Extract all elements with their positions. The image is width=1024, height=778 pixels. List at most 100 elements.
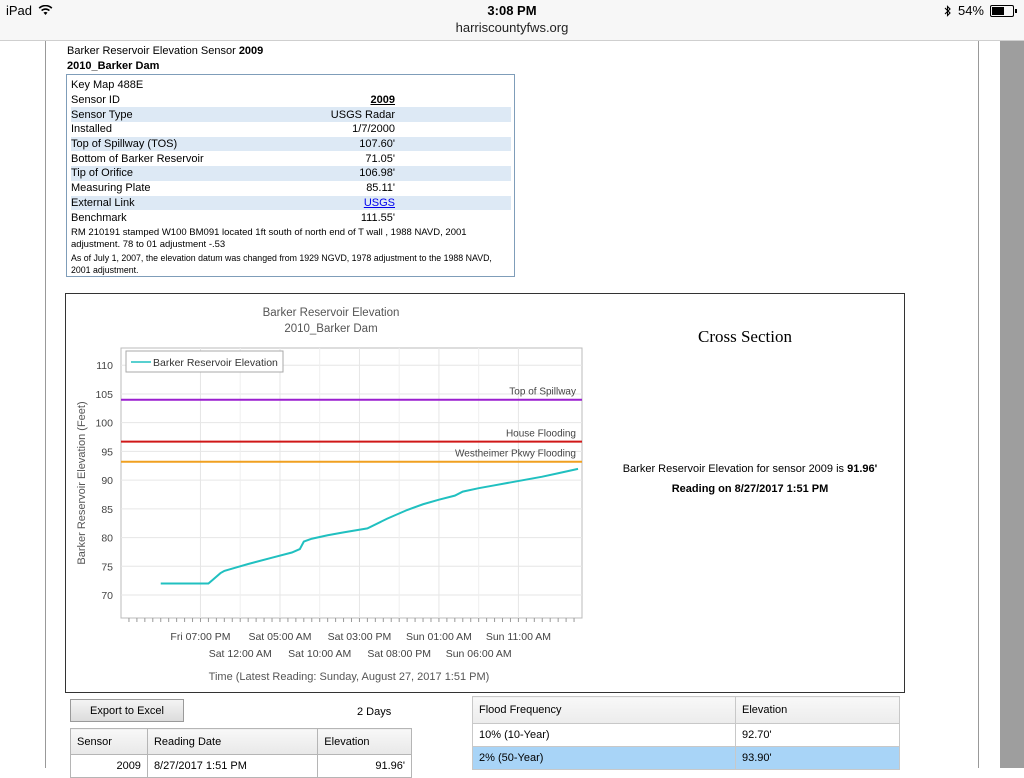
y-tick-label: 85 (101, 504, 113, 516)
key-map-text: Key Map 488E (71, 79, 144, 92)
reference-line-label: House Flooding (506, 429, 576, 440)
bluetooth-icon (944, 4, 951, 17)
cell-date: 8/27/2017 1:51 PM (146, 754, 319, 778)
wifi-icon (38, 5, 53, 15)
y-tick-labels: 70 75 80 85 90 95 100 105 110 (95, 360, 113, 602)
info-row-bottom-of-reservoir: Bottom of Barker Reservoir 71.05' (71, 151, 511, 166)
y-tick-label: 100 (95, 418, 113, 430)
info-label: Top of Spillway (TOS) (71, 138, 178, 151)
url-bar[interactable]: harriscountyfws.org (455, 20, 569, 35)
info-value: 107.60' (359, 138, 395, 151)
x-tick-label: Sat 03:00 PM (328, 631, 392, 643)
info-label: Sensor Type (71, 108, 133, 121)
time-range-label: 2 Days (357, 706, 392, 718)
x-axis-label: Time (Latest Reading: Sunday, August 27,… (209, 671, 490, 683)
reference-lines: Top of Spillway House Flooding Westheimer … (121, 387, 582, 463)
datum-note: As of July 1, 2007, the elevation datum … (71, 252, 492, 275)
x-tick-label: Sat 05:00 AM (248, 631, 311, 643)
column-header[interactable]: Flood Frequency (472, 696, 736, 724)
info-label: Installed (71, 123, 112, 136)
table-header-row: Flood Frequency Elevation (472, 696, 900, 724)
info-label: External Link (71, 196, 135, 209)
cell-elevation: 93.90' (735, 746, 900, 770)
info-row-measuring-plate: Measuring Plate 85.11' (71, 181, 511, 196)
legend: Barker Reservoir Elevation (125, 350, 284, 373)
info-label: Sensor ID (71, 94, 120, 107)
key-map: Key Map 488E (71, 78, 511, 93)
column-header[interactable]: Sensor (70, 728, 148, 755)
status-left: iPad (6, 3, 53, 18)
site-name: 2010_Barker Dam (67, 60, 160, 72)
battery-icon (990, 4, 1017, 17)
sensor-info-box: Key Map 488E Sensor ID 2009 Sensor Type US… (66, 74, 515, 277)
title-sensor-number: 2009 (238, 45, 264, 57)
y-tick-label: 80 (101, 533, 113, 545)
x-tick-label: Sat 12:00 AM (209, 648, 272, 660)
reference-line-label: Top of Spillway (509, 387, 576, 398)
info-value: 85.11' (366, 182, 395, 195)
info-row-tip-of-orifice: Tip of Orifice 106.98' (71, 166, 511, 181)
cross-section-title: Cross Section (698, 327, 792, 346)
status-right: 54% (944, 3, 1017, 18)
page-title: Barker Reservoir Elevation Sensor 2009 (67, 45, 263, 57)
flood-frequency-table: Flood Frequency Elevation 10% (10-Year) … (472, 696, 900, 770)
scrollbar[interactable] (1000, 41, 1024, 768)
cell-frequency: 10% (10-Year) (472, 723, 736, 747)
series (160, 467, 579, 585)
column-header[interactable]: Elevation (735, 696, 900, 724)
elevation-chart: Barker Reservoir Elevation 2010_Barker D… (76, 307, 583, 683)
current-reading: Barker Reservoir Elevation for sensor 20… (600, 463, 900, 475)
table-row-selected[interactable]: 2% (50-Year) 93.90' (472, 746, 900, 770)
info-row-sensor-type: Sensor Type USGS Radar (71, 107, 511, 123)
title-prefix: Barker Reservoir Elevation Sensor (67, 45, 236, 57)
y-tick-label: 75 (101, 561, 113, 573)
readings-table: Sensor Reading Date Elevation 2009 8/27/… (70, 728, 412, 778)
benchmark-note: RM 210191 stamped W100 BM091 located 1ft… (71, 226, 467, 251)
x-tick-label: Fri 07:00 PM (170, 631, 230, 643)
reading-time: Reading on 8/27/2017 1:51 PM (671, 483, 829, 495)
table-row[interactable]: 10% (10-Year) 92.70' (472, 723, 900, 747)
legend-box (125, 350, 284, 373)
reading-prefix: Barker Reservoir Elevation for sensor 20… (622, 463, 845, 475)
table-header-row: Sensor Reading Date Elevation (70, 728, 412, 755)
legend-label: Barker Reservoir Elevation (153, 357, 278, 369)
info-label: Measuring Plate (71, 182, 151, 195)
x-tick-label: Sat 10:00 AM (288, 648, 351, 660)
info-value: 1/7/2000 (352, 123, 395, 136)
export-excel-button[interactable]: Export to Excel (70, 699, 184, 722)
y-tick-label: 70 (101, 590, 113, 602)
info-label: Bottom of Barker Reservoir (71, 152, 204, 165)
cell-elevation: 91.96' (317, 754, 412, 778)
chart-subtitle: 2010_Barker Dam (284, 323, 377, 335)
x-tick-label: Sun 11:00 AM (486, 631, 551, 643)
table-row: 2009 8/27/2017 1:51 PM 91.96' (70, 754, 412, 778)
x-tick-label: Sat 08:00 PM (367, 648, 431, 660)
grid (121, 348, 582, 618)
column-header[interactable]: Reading Date (146, 728, 319, 755)
reading-value: 91.96' (847, 463, 878, 475)
info-value: 2009 (370, 94, 395, 107)
chart-panel (65, 293, 905, 693)
info-value: USGS Radar (330, 108, 395, 121)
cell-elevation: 92.70' (735, 723, 900, 747)
x-tick-label: Sun 01:00 AM (406, 631, 472, 643)
clock: 3:08 PM (487, 3, 537, 18)
info-row-benchmark: Benchmark 111.55' (71, 210, 511, 225)
info-row-external-link: External Link USGS (71, 195, 511, 211)
column-header[interactable]: Elevation (317, 728, 412, 755)
info-value: 106.98' (359, 167, 395, 180)
device-name: iPad (6, 3, 33, 18)
x-tick-label: Sun 06:00 AM (446, 648, 512, 660)
info-row-installed: Installed 1/7/2000 (71, 122, 511, 137)
chart-title: Barker Reservoir Elevation (263, 307, 400, 319)
status-bar: iPad 3:08 PM harriscountyfws.org 54% (0, 0, 1024, 41)
y-axis-label: Barker Reservoir Elevation (Feet) (76, 401, 88, 564)
battery-percent: 54% (957, 3, 984, 18)
y-tick-label: 105 (95, 389, 113, 401)
cell-frequency: 2% (50-Year) (472, 746, 736, 770)
cell-sensor: 2009 (70, 754, 148, 778)
info-value: 111.55' (360, 211, 395, 224)
usgs-link[interactable]: USGS (363, 196, 395, 209)
info-label: Benchmark (71, 211, 127, 224)
info-row-top-of-spillway: Top of Spillway (TOS) 107.60' (71, 136, 511, 152)
